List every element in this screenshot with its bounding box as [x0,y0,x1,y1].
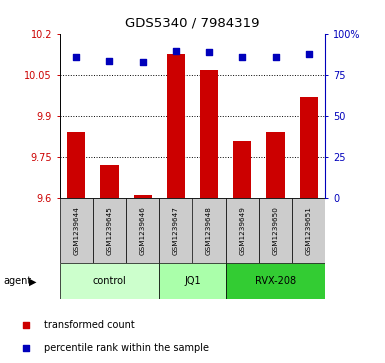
Bar [226,198,259,263]
Bar [200,70,218,198]
Point [173,48,179,54]
Bar [67,132,85,198]
Bar [226,263,325,299]
Text: GSM1239645: GSM1239645 [107,206,112,255]
Text: GSM1239648: GSM1239648 [206,206,212,255]
Bar [134,195,152,198]
Text: GSM1239651: GSM1239651 [306,206,312,255]
Point [206,50,212,56]
Bar [292,198,325,263]
Bar [126,198,159,263]
Point [306,51,312,57]
Point [73,54,79,60]
Point [23,345,29,351]
Text: JQ1: JQ1 [184,276,201,286]
Point [273,54,279,60]
Bar [167,53,185,198]
Text: RVX-208: RVX-208 [255,276,296,286]
Bar [60,198,93,263]
Text: control: control [93,276,126,286]
Text: GSM1239647: GSM1239647 [173,206,179,255]
Text: GSM1239649: GSM1239649 [239,206,245,255]
Bar [300,97,318,198]
Bar [266,132,285,198]
Bar [60,263,159,299]
Text: ▶: ▶ [29,276,37,286]
Point [239,54,245,60]
Bar [259,198,292,263]
Bar [93,198,126,263]
Text: GDS5340 / 7984319: GDS5340 / 7984319 [125,16,260,29]
Text: GSM1239644: GSM1239644 [73,206,79,255]
Text: percentile rank within the sample: percentile rank within the sample [44,343,209,353]
Bar [159,263,226,299]
Point [23,322,29,328]
Bar [159,198,192,263]
Text: GSM1239646: GSM1239646 [140,206,146,255]
Point [140,59,146,65]
Point [106,58,112,64]
Bar [192,198,226,263]
Bar [233,140,251,198]
Text: agent: agent [4,276,32,286]
Text: transformed count: transformed count [44,320,134,330]
Text: GSM1239650: GSM1239650 [273,206,278,255]
Bar [100,165,119,198]
